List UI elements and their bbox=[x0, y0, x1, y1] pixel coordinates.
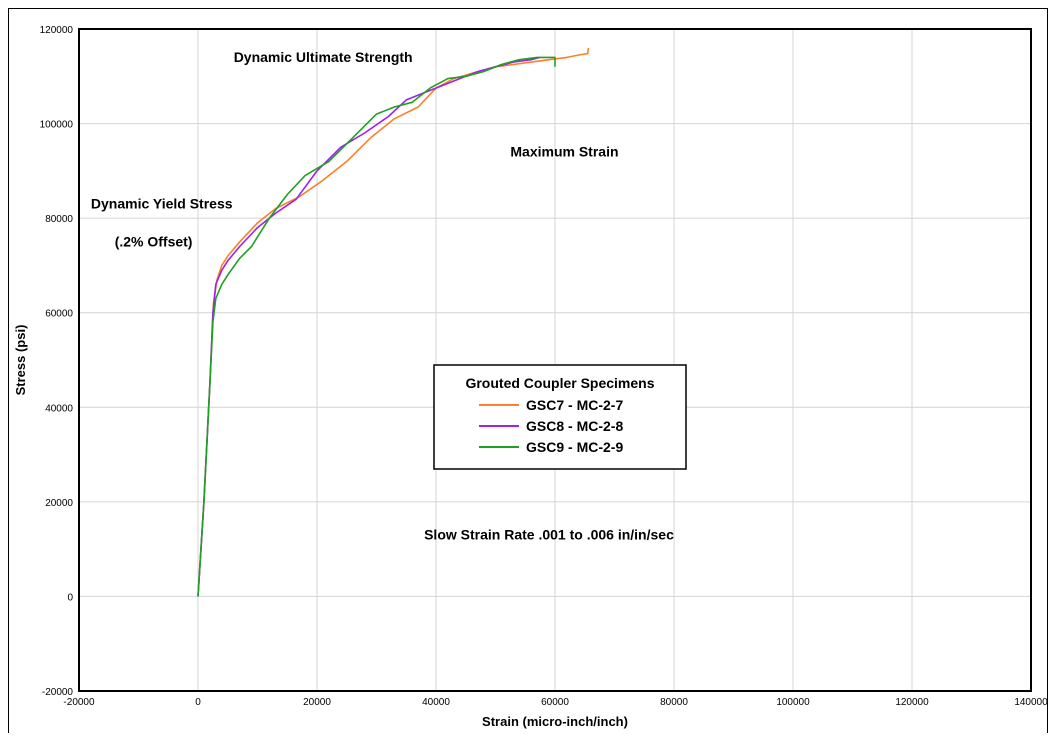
x-tick-label: 40000 bbox=[422, 697, 450, 708]
y-tick-labels: -20000 0 20000 40000 60000 80000 100000 120000 bbox=[40, 25, 74, 698]
x-tick-label: 60000 bbox=[541, 697, 569, 708]
y-tick-label: 40000 bbox=[45, 403, 73, 414]
x-axis-title: Strain (micro-inch/inch) bbox=[482, 714, 628, 729]
series-line-3 bbox=[197, 56, 556, 597]
annotation: (.2% Offset) bbox=[115, 234, 193, 250]
series-line-2 bbox=[197, 56, 541, 597]
series-line-1 bbox=[197, 47, 590, 597]
y-tick-label: 80000 bbox=[45, 214, 73, 225]
x-tick-label: 100000 bbox=[776, 697, 810, 708]
x-tick-label: 0 bbox=[195, 697, 201, 708]
legend-label: GSC7 - MC-2-7 bbox=[526, 397, 623, 413]
y-tick-label: 20000 bbox=[45, 498, 73, 509]
x-tick-label: -20000 bbox=[63, 697, 95, 708]
legend-label: GSC8 - MC-2-8 bbox=[526, 418, 623, 434]
annotations: Dynamic Ultimate Strength Maximum Strain D… bbox=[91, 49, 674, 543]
legend: Grouted Coupler Specimens GSC7 - MC-2-7G… bbox=[433, 364, 687, 470]
grid-lines bbox=[78, 28, 1032, 692]
y-tick-label: 60000 bbox=[45, 309, 73, 320]
annotation: Maximum Strain bbox=[510, 144, 618, 160]
x-tick-labels: -20000 0 20000 40000 60000 80000 100000 120000 1… bbox=[63, 697, 1048, 708]
y-tick-label: 120000 bbox=[40, 25, 74, 36]
legend-box bbox=[433, 364, 687, 470]
data-series bbox=[197, 47, 590, 597]
x-tick-label: 120000 bbox=[895, 697, 929, 708]
legend-items: GSC7 - MC-2-7 GSC8 - MC-2-8 GSC9 - MC-2-9 bbox=[479, 397, 623, 455]
y-tick-label: 100000 bbox=[40, 120, 74, 131]
legend-label: GSC9 - MC-2-9 bbox=[526, 439, 623, 455]
annotation: Dynamic Ultimate Strength bbox=[234, 49, 413, 65]
y-tick-label: 0 bbox=[67, 592, 73, 603]
annotation: Dynamic Yield Stress bbox=[91, 196, 233, 212]
x-tick-label: 140000 bbox=[1014, 697, 1048, 708]
stress-strain-chart: -20000 0 20000 40000 60000 80000 100000 120000 1… bbox=[13, 25, 1048, 729]
annotation: Slow Strain Rate .001 to .006 in/in/sec bbox=[424, 527, 674, 543]
x-tick-label: 20000 bbox=[303, 697, 331, 708]
legend-title: Grouted Coupler Specimens bbox=[465, 375, 654, 391]
chart-frame: -20000 0 20000 40000 60000 80000 100000 120000 1… bbox=[8, 8, 1048, 733]
y-tick-label: -20000 bbox=[42, 687, 74, 698]
plot-area-border bbox=[78, 28, 1032, 692]
x-tick-label: 80000 bbox=[660, 697, 688, 708]
y-axis-title: Stress (psi) bbox=[13, 325, 28, 396]
